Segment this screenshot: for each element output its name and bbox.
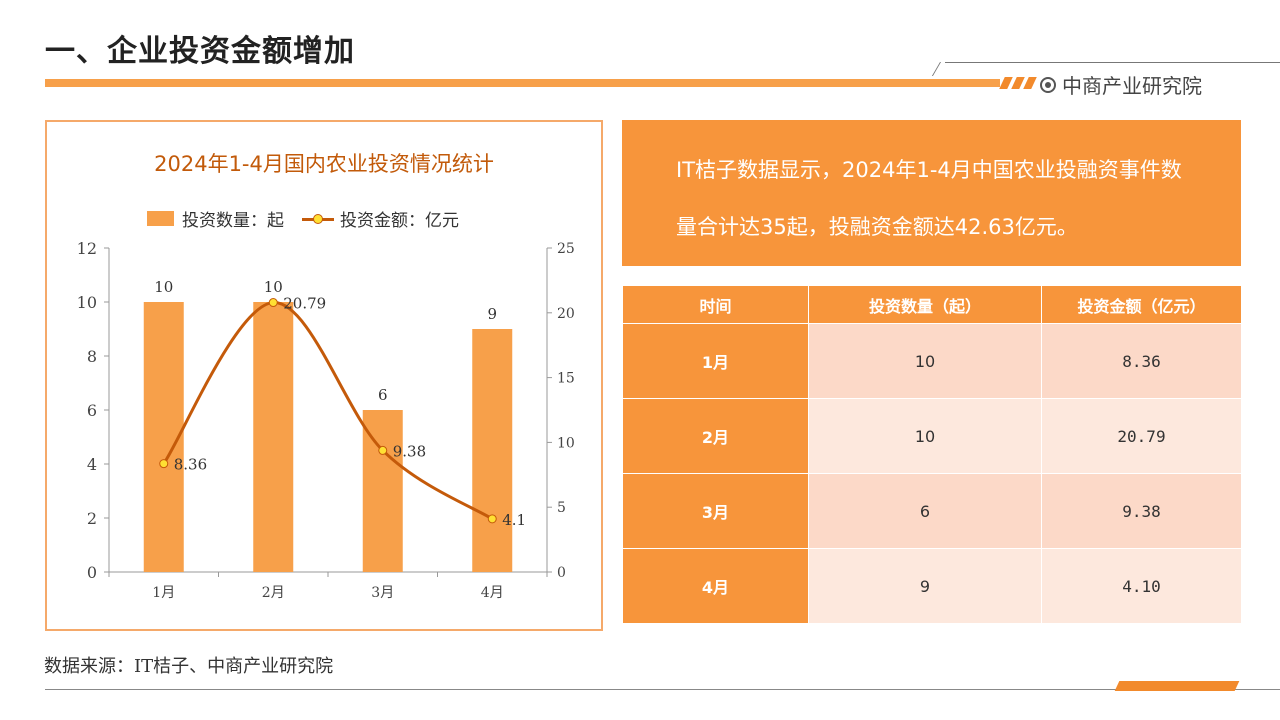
legend-line-swatch [302, 211, 334, 227]
y-tick-label-left: 0 [87, 563, 97, 582]
y-tick-label-right: 5 [557, 500, 566, 516]
table-header-row: 时间 投资数量（起） 投资金额（亿元） [622, 285, 1242, 324]
y-tick-label-right: 0 [557, 565, 566, 581]
bar [362, 410, 403, 572]
stripe [1114, 681, 1240, 691]
y-tick-label-left: 6 [87, 401, 97, 420]
table-row: 1月 10 8.36 [622, 323, 1242, 399]
header-stripes [996, 77, 1037, 89]
table-cell-count: 9 [808, 548, 1042, 624]
footer-stripes [1113, 681, 1243, 691]
y-tick-label-left: 10 [77, 293, 97, 312]
line-value-label: 4.1 [502, 511, 526, 529]
table-cell-amount: 9.38 [1041, 473, 1242, 549]
chart-plot: 0 2 4 6 8 10 12 0 5 10 15 20 25 10 1月 10 2月 6 3月 9 4月 8.36 20.… [77, 239, 575, 601]
bar [253, 302, 294, 572]
table-row: 2月 10 20.79 [622, 398, 1242, 474]
bar [472, 329, 513, 572]
line-value-label: 8.36 [174, 456, 207, 474]
brand-target-icon [1040, 76, 1056, 93]
title-underline-bar [45, 79, 1000, 87]
stripe [1023, 77, 1037, 89]
table-cell-month: 3月 [622, 473, 809, 549]
table-row: 3月 6 9.38 [622, 473, 1242, 549]
table-cell-count: 10 [808, 398, 1042, 474]
chart-title: 2024年1-4月国内农业投资情况统计 [154, 152, 494, 176]
x-tick-label: 2月 [262, 585, 285, 601]
brand-name: 中商产业研究院 [1062, 74, 1202, 98]
table-cell-count: 10 [808, 323, 1042, 399]
table-cell-month: 4月 [622, 548, 809, 624]
y-tick-label-left: 8 [87, 347, 97, 366]
y-tick-label-right: 20 [557, 306, 575, 322]
legend-bar-label: 投资数量：起 [182, 211, 284, 231]
y-tick-label-right: 10 [557, 435, 575, 451]
data-table: 时间 投资数量（起） 投资金额（亿元） 1月 10 8.36 2月 10 20.… [622, 285, 1242, 624]
header-divider-line [945, 62, 1280, 63]
table-cell-amount: 20.79 [1041, 398, 1242, 474]
y-tick-label-right: 25 [557, 241, 575, 257]
y-tick-label-right: 15 [557, 371, 575, 387]
line-point [378, 445, 388, 455]
line-value-label: 20.79 [283, 295, 326, 313]
y-tick-label-left: 12 [77, 239, 97, 258]
x-tick-label: 1月 [152, 585, 175, 601]
bar-value-label: 9 [487, 305, 497, 323]
table-cell-amount: 4.10 [1041, 548, 1242, 624]
legend-bar-swatch [147, 211, 174, 226]
legend-line-label: 投资金额：亿元 [340, 211, 459, 231]
chart-legend: 投资数量：起 投资金额：亿元 [147, 206, 459, 231]
line-point [159, 459, 169, 469]
x-tick-label: 4月 [481, 585, 504, 601]
table-cell-amount: 8.36 [1041, 323, 1242, 399]
line-point [268, 298, 278, 308]
bar-value-label: 6 [378, 386, 388, 404]
bar-value-label: 10 [264, 278, 283, 296]
table-cell-month: 2月 [622, 398, 809, 474]
data-source: 数据来源：IT桔子、中商产业研究院 [44, 656, 334, 677]
chart-panel: 2024年1-4月国内农业投资情况统计 投资数量：起 投资金额：亿元 0 2 4 6 8… [45, 120, 603, 631]
table-cell-month: 1月 [622, 323, 809, 399]
summary-box: IT桔子数据显示，2024年1-4月中国农业投融资事件数量合计达35起，投融资金… [622, 120, 1241, 266]
footer-line [45, 689, 1280, 690]
table-cell-count: 6 [808, 473, 1042, 549]
line-value-label: 9.38 [393, 442, 426, 460]
x-tick-label: 3月 [371, 585, 394, 601]
table-header-amount: 投资金额（亿元） [1041, 285, 1242, 324]
table-header-time: 时间 [622, 285, 809, 324]
line-point [487, 514, 497, 524]
y-tick-label-left: 2 [87, 509, 97, 528]
bar-value-label: 10 [154, 278, 173, 296]
line-series-path [162, 301, 494, 521]
page-title: 一、企业投资金额增加 [45, 34, 355, 69]
header-divider-slant [931, 62, 941, 76]
brand-logo: 中商产业研究院 [1040, 70, 1202, 99]
y-tick-label-left: 4 [87, 455, 97, 474]
table-row: 4月 9 4.10 [622, 548, 1242, 624]
table-header-count: 投资数量（起） [808, 285, 1042, 324]
